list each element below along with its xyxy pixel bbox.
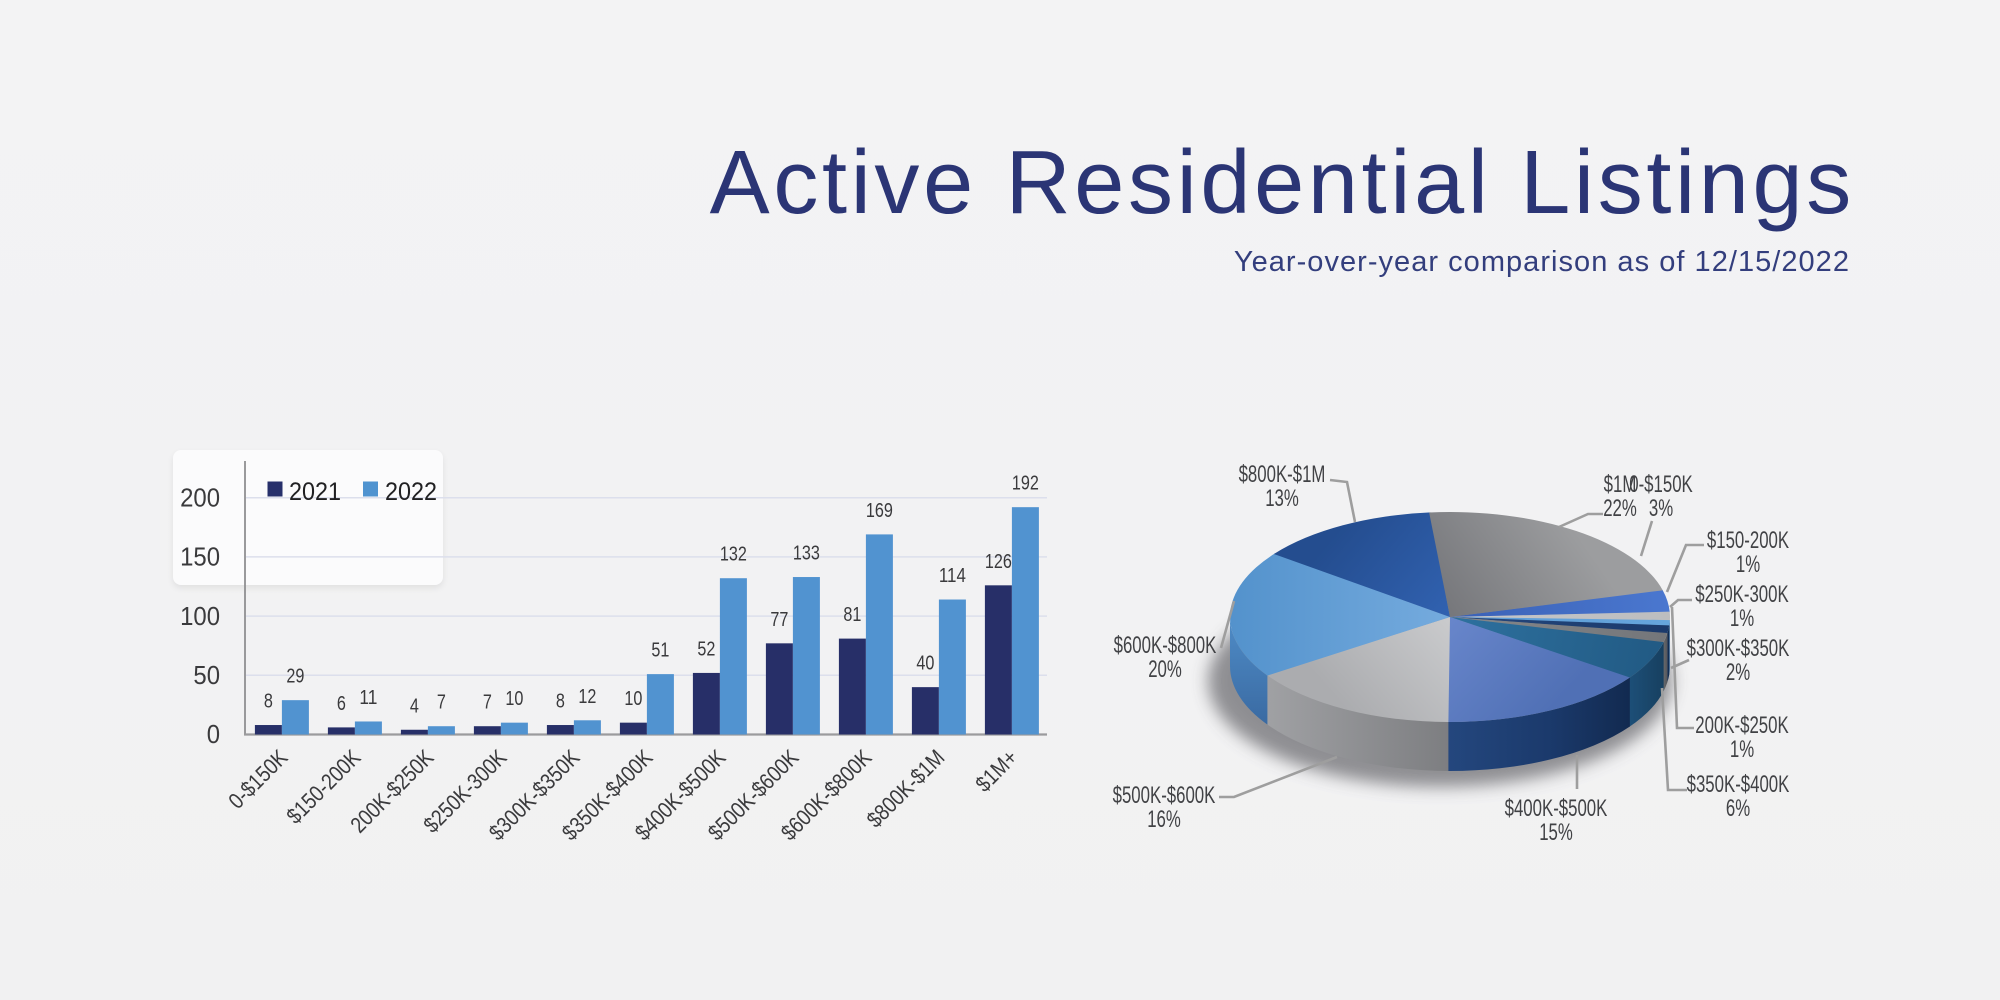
svg-text:10: 10	[505, 688, 523, 710]
svg-text:$600K-$800K: $600K-$800K	[1114, 632, 1217, 659]
svg-text:192: 192	[1012, 473, 1039, 495]
svg-text:51: 51	[651, 640, 669, 662]
svg-text:150: 150	[180, 542, 220, 572]
svg-text:12: 12	[578, 686, 596, 708]
svg-text:6: 6	[337, 693, 346, 715]
svg-text:$350K-$400K: $350K-$400K	[1687, 771, 1790, 798]
svg-text:77: 77	[770, 609, 788, 631]
svg-text:132: 132	[720, 544, 747, 566]
svg-text:20%: 20%	[1148, 656, 1182, 683]
svg-text:15%: 15%	[1539, 819, 1573, 846]
svg-text:$1M: $1M	[1604, 471, 1637, 498]
svg-text:$500K-$600K: $500K-$600K	[1113, 782, 1216, 809]
svg-text:1%: 1%	[1730, 605, 1754, 632]
svg-text:10: 10	[624, 688, 642, 710]
svg-text:29: 29	[286, 666, 304, 688]
svg-text:2%: 2%	[1726, 659, 1750, 686]
svg-text:200: 200	[180, 482, 220, 512]
svg-text:8: 8	[556, 691, 565, 713]
svg-text:114: 114	[939, 565, 966, 587]
svg-text:0-$150K: 0-$150K	[1629, 471, 1693, 498]
svg-text:200K-$250K: 200K-$250K	[1695, 712, 1788, 739]
svg-text:11: 11	[359, 687, 377, 709]
svg-text:22%: 22%	[1603, 495, 1637, 522]
svg-text:$800K-$1M: $800K-$1M	[862, 745, 950, 833]
svg-text:8: 8	[264, 691, 273, 713]
svg-text:169: 169	[866, 500, 893, 522]
svg-text:16%: 16%	[1147, 806, 1181, 833]
svg-text:$400K-$500K: $400K-$500K	[1505, 795, 1608, 822]
svg-text:126: 126	[985, 551, 1012, 573]
svg-text:133: 133	[793, 543, 820, 565]
svg-text:1%: 1%	[1730, 736, 1754, 763]
svg-text:3%: 3%	[1649, 495, 1673, 522]
svg-text:100: 100	[180, 601, 220, 631]
svg-text:$800K-$1M: $800K-$1M	[1239, 461, 1326, 488]
svg-text:4: 4	[410, 695, 419, 717]
svg-text:0: 0	[207, 719, 220, 749]
svg-text:7: 7	[483, 692, 492, 714]
svg-text:1%: 1%	[1736, 551, 1760, 578]
svg-text:7: 7	[437, 692, 446, 714]
svg-text:81: 81	[843, 604, 861, 626]
svg-text:2022: 2022	[385, 478, 437, 506]
svg-text:$150-200K: $150-200K	[1707, 527, 1789, 554]
svg-text:40: 40	[916, 653, 934, 675]
svg-text:6%: 6%	[1726, 795, 1750, 822]
svg-text:13%: 13%	[1265, 485, 1299, 512]
svg-text:2021: 2021	[289, 478, 341, 506]
svg-text:0-$150K: 0-$150K	[224, 745, 293, 814]
svg-text:$1M+: $1M+	[971, 745, 1023, 797]
svg-text:52: 52	[697, 638, 715, 660]
svg-text:$300K-$350K: $300K-$350K	[1687, 635, 1790, 662]
svg-text:$250K-300K: $250K-300K	[1695, 581, 1788, 608]
svg-text:50: 50	[193, 660, 220, 690]
